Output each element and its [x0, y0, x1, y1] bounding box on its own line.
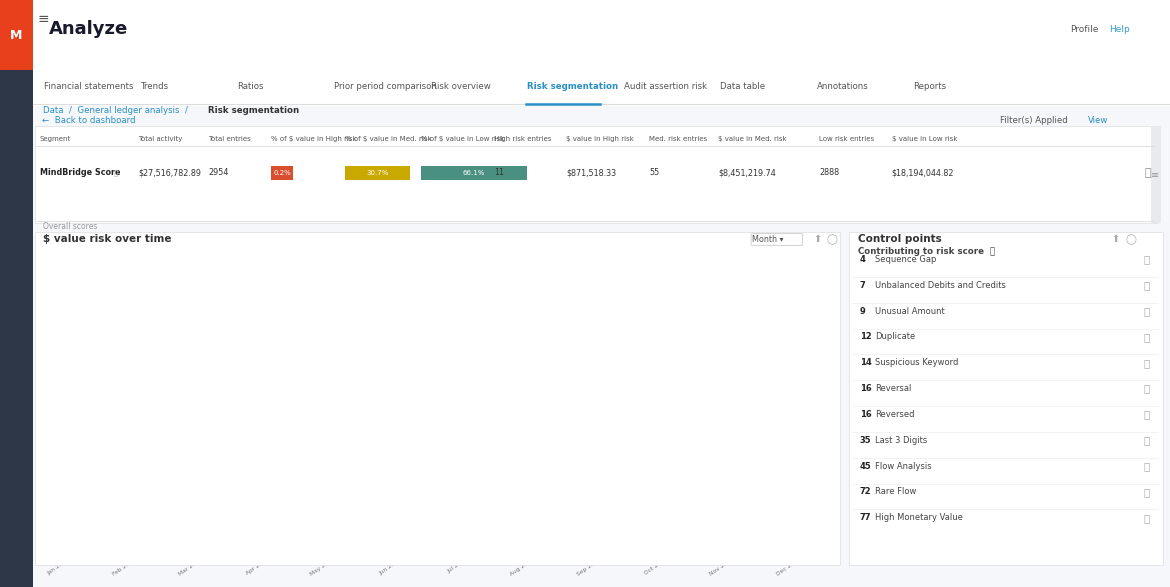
Text: 45: 45 [860, 461, 872, 471]
Text: Risk segmentation: Risk segmentation [526, 82, 618, 92]
Text: 0.2%: 0.2% [273, 170, 291, 176]
Text: 35: 35 [860, 436, 872, 445]
FancyBboxPatch shape [641, 376, 656, 381]
Text: Month ▾: Month ▾ [752, 235, 784, 244]
Text: Total activity: Total activity [138, 136, 183, 141]
Text: 2954: 2954 [208, 168, 228, 177]
Text: ⧉: ⧉ [1143, 332, 1149, 342]
Text: 12: 12 [860, 332, 872, 342]
Text: ⧉: ⧉ [1143, 280, 1149, 291]
Text: $18,194,044.82: $18,194,044.82 [892, 168, 954, 177]
Text: Unusual Amount: Unusual Amount [875, 306, 945, 316]
Text: ⧉: ⧉ [1143, 383, 1149, 394]
Text: Reversed: Reversed [875, 410, 915, 419]
Text: Data  /  General ledger analysis  /: Data / General ledger analysis / [43, 106, 188, 115]
Text: ⧉: ⧉ [1143, 254, 1149, 265]
Text: Low risk entries: Low risk entries [819, 136, 874, 141]
Text: Analyze: Analyze [49, 21, 129, 38]
Text: 4: 4 [860, 255, 866, 264]
Text: ⧉: ⧉ [1143, 487, 1149, 497]
Text: M: M [11, 29, 22, 42]
Text: 16: 16 [860, 410, 872, 419]
Text: $871,518.33: $871,518.33 [566, 168, 617, 177]
Text: % of $ value in Low risk: % of $ value in Low risk [421, 136, 504, 141]
Text: ⧉: ⧉ [1143, 357, 1149, 368]
Text: 72: 72 [860, 487, 872, 497]
Text: $27,516,782.89: $27,516,782.89 [138, 168, 201, 177]
Text: View: View [1088, 116, 1108, 126]
Text: Rare Flow: Rare Flow [875, 487, 916, 497]
Text: ⧉: ⧉ [1143, 409, 1149, 420]
Text: Control points: Control points [858, 234, 942, 245]
Text: Med. risk entries: Med. risk entries [649, 136, 708, 141]
Text: Prior period comparison: Prior period comparison [335, 82, 436, 92]
Text: Medium: Medium [662, 360, 698, 369]
Text: ←  Back to dashboard: ← Back to dashboard [42, 116, 136, 126]
Text: ⓘ: ⓘ [113, 169, 118, 176]
Text: ◯: ◯ [826, 234, 837, 245]
Text: Financial statements: Financial statements [44, 82, 133, 92]
Text: ≡: ≡ [37, 12, 49, 26]
FancyBboxPatch shape [641, 349, 656, 354]
Text: High: High [662, 347, 683, 356]
Text: 30.7%: 30.7% [366, 170, 388, 176]
Text: $8,451,219.74: $8,451,219.74 [718, 168, 776, 177]
Text: Low: Low [662, 373, 680, 383]
Text: Data table: Data table [721, 82, 765, 92]
Text: $ value in Low risk: $ value in Low risk [892, 136, 957, 141]
Text: 7: 7 [860, 281, 866, 290]
Text: Contributing to risk score  ⓘ: Contributing to risk score ⓘ [858, 247, 994, 256]
Text: Sequence Gap: Sequence Gap [875, 255, 936, 264]
Text: ≡: ≡ [1151, 170, 1159, 180]
Text: Trends: Trends [140, 82, 170, 92]
Text: Overall scores: Overall scores [43, 222, 97, 231]
Text: 9: 9 [860, 306, 866, 316]
Text: MindBridge Score: MindBridge Score [40, 168, 121, 177]
Text: Reports: Reports [914, 82, 947, 92]
Text: Risk segmentation: Risk segmentation [205, 106, 298, 115]
Text: $ value in Med. risk: $ value in Med. risk [718, 136, 787, 141]
Text: 77: 77 [860, 513, 872, 522]
Text: ⧉: ⧉ [1143, 435, 1149, 446]
Bar [70, 514, 502, 552]
Text: ⬆: ⬆ [1112, 234, 1120, 245]
Text: Unbalanced Debits and Credits: Unbalanced Debits and Credits [875, 281, 1006, 290]
Text: ⧉: ⧉ [1143, 461, 1149, 471]
Text: % of $ value in High risk: % of $ value in High risk [271, 136, 357, 141]
Text: % of $ value in Med. risk: % of $ value in Med. risk [345, 136, 432, 141]
Text: 11: 11 [494, 168, 504, 177]
Text: Annotations: Annotations [817, 82, 868, 92]
Text: 14: 14 [860, 358, 872, 367]
Text: 16: 16 [860, 384, 872, 393]
Text: ◯: ◯ [1126, 234, 1136, 245]
Text: ⧉: ⧉ [1144, 167, 1151, 178]
Text: Flow Analysis: Flow Analysis [875, 461, 931, 471]
Text: Risk overview: Risk overview [431, 82, 490, 92]
Text: ⧉: ⧉ [1143, 306, 1149, 316]
Text: $ value risk over time: $ value risk over time [43, 234, 172, 245]
Text: Segment: Segment [40, 136, 71, 141]
Text: 66.1%: 66.1% [462, 170, 486, 176]
Text: Reversal: Reversal [875, 384, 911, 393]
Text: ⧉: ⧉ [1143, 512, 1149, 523]
Text: $ value in High risk: $ value in High risk [566, 136, 634, 141]
Y-axis label: $ value (Entry by $ value bucket): $ value (Entry by $ value bucket) [35, 328, 47, 429]
Text: Help: Help [1109, 25, 1130, 34]
Text: High risk entries: High risk entries [494, 136, 551, 141]
Text: 55: 55 [649, 168, 660, 177]
Text: Filter(s) Applied: Filter(s) Applied [1000, 116, 1068, 126]
Text: Total entries: Total entries [208, 136, 252, 141]
Text: Ratios: Ratios [238, 82, 264, 92]
Text: High Monetary Value: High Monetary Value [875, 513, 963, 522]
FancyBboxPatch shape [641, 362, 656, 367]
Text: Last 3 Digits: Last 3 Digits [875, 436, 928, 445]
Text: Audit assertion risk: Audit assertion risk [624, 82, 707, 92]
Text: Profile: Profile [1071, 25, 1099, 34]
Text: Duplicate: Duplicate [875, 332, 915, 342]
Text: 2888: 2888 [819, 168, 839, 177]
Text: Suspicious Keyword: Suspicious Keyword [875, 358, 958, 367]
Text: ⬆: ⬆ [813, 234, 821, 245]
